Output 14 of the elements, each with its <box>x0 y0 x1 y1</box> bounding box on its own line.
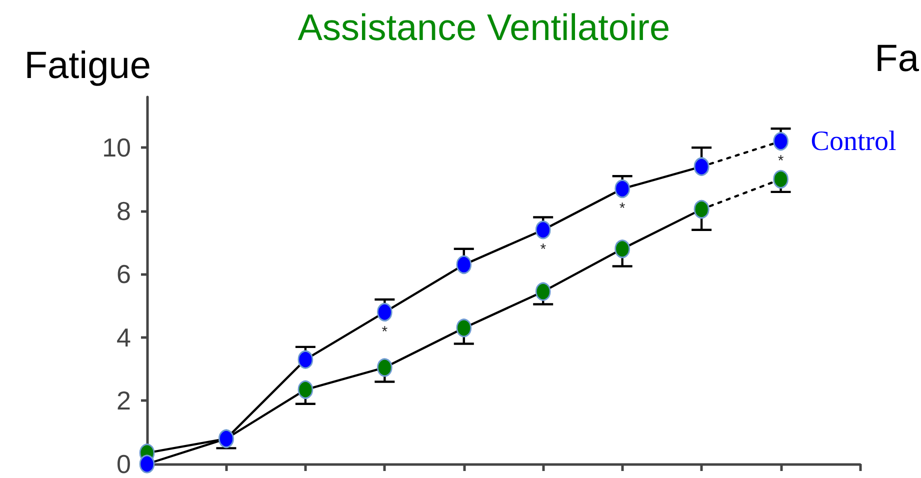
text: Fa <box>874 38 920 80</box>
chart-title: Assistance Ventilatoire <box>298 7 670 48</box>
data-label: * <box>540 241 546 258</box>
y-tick-label: 4 <box>116 322 131 352</box>
y-tick-label: 10 <box>102 132 131 163</box>
series-label: Control <box>810 126 897 157</box>
y-tick-label: 2 <box>116 386 131 416</box>
y-tick-label: 6 <box>116 259 131 290</box>
y-tick-label: 8 <box>116 196 131 226</box>
data-label: * <box>619 200 626 218</box>
y-tick-label: 0 <box>116 449 131 478</box>
y-axis-title: Fatigue <box>24 45 151 87</box>
data-label: * <box>382 323 388 340</box>
data-label: * <box>778 152 784 170</box>
